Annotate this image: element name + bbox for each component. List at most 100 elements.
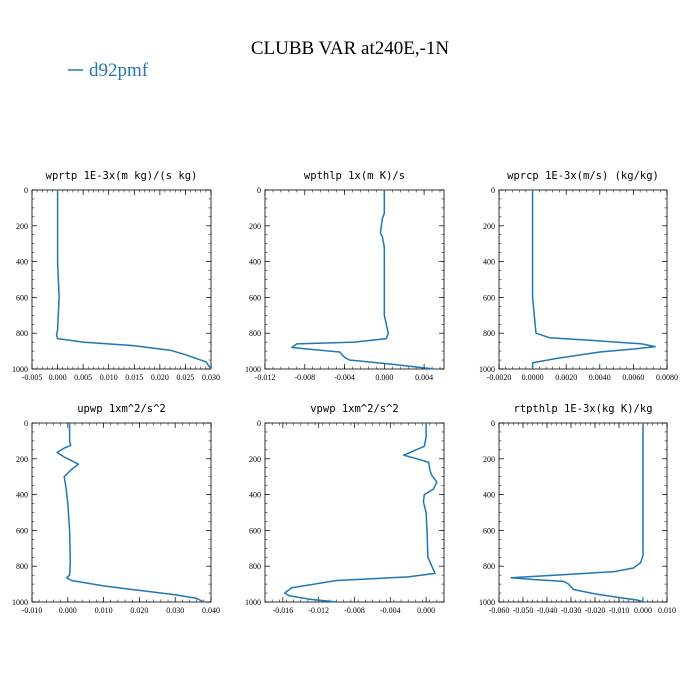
- series-line-d92pmf: [55, 190, 212, 370]
- x-tick-label: 0.000: [375, 373, 393, 382]
- x-tick-label: 0.000: [417, 606, 435, 615]
- y-tick-label: 1000: [245, 365, 261, 374]
- y-tick-label: 400: [249, 491, 261, 500]
- y-tick-label: 200: [16, 222, 28, 231]
- y-tick-label: 200: [249, 222, 261, 231]
- y-tick-label: 1000: [479, 365, 495, 374]
- series-line-d92pmf: [510, 423, 644, 603]
- x-tick-label: -0.005: [22, 373, 43, 382]
- x-tick-label: 0.0080: [656, 373, 678, 382]
- y-tick-label: 800: [483, 329, 495, 338]
- chart-panel-5: vpwp 1xm^2/s^2 -0.016 -0.012 -0.008 -0.004 0.…: [245, 403, 445, 615]
- y-tick-label: 600: [483, 526, 495, 535]
- x-tick-label: 0.020: [130, 606, 148, 615]
- chart-panel-1: wprtp 1E-3x(m kg)/(s kg) -0.005 0.000 0.005…: [12, 170, 220, 382]
- x-tick-label: -0.010: [22, 606, 43, 615]
- y-tick-label: 600: [483, 293, 495, 302]
- y-tick-label: 400: [483, 491, 495, 500]
- panel-title: wpthlp 1x(m K)/s: [304, 170, 405, 182]
- y-tick-label: 0: [257, 419, 261, 428]
- y-tick-label: 800: [249, 562, 261, 571]
- x-tick-label: -0.010: [609, 606, 630, 615]
- x-tick-label: -0.012: [255, 373, 276, 382]
- y-tick-label: 600: [249, 293, 261, 302]
- x-tick-label: -0.008: [294, 373, 315, 382]
- y-tick-label: 200: [483, 222, 495, 231]
- y-tick-label: 200: [483, 455, 495, 464]
- y-tick-label: 400: [249, 258, 261, 267]
- x-tick-label: 0.005: [74, 373, 92, 382]
- x-tick-label: 0.030: [202, 373, 220, 382]
- x-tick-label: -0.050: [513, 606, 534, 615]
- y-tick-label: 600: [16, 293, 28, 302]
- x-tick-label: 0.0060: [622, 373, 644, 382]
- x-tick-label: 0.0020: [555, 373, 577, 382]
- x-tick-label: 0.004: [415, 373, 433, 382]
- x-tick-label: 0.025: [176, 373, 194, 382]
- y-tick-label: 200: [16, 455, 28, 464]
- legend: d92pmf: [68, 60, 149, 81]
- x-tick-label: 0.000: [634, 606, 652, 615]
- chart-panel-4: upwp 1xm^2/s^2 -0.010 0.000 0.010 0.020 0.030…: [12, 403, 220, 615]
- y-tick-label: 1000: [12, 598, 28, 607]
- panel-title: wprcp 1E-3x(m/s) (kg/kg): [507, 170, 659, 182]
- y-tick-label: 800: [483, 562, 495, 571]
- chart-panel-2: wpthlp 1x(m K)/s -0.012 -0.008 -0.004 0.000 0…: [245, 170, 445, 382]
- x-tick-label: 0.0000: [522, 373, 544, 382]
- x-tick-label: -0.040: [537, 606, 558, 615]
- series-line-d92pmf: [291, 190, 435, 370]
- x-tick-label: 0.040: [202, 606, 220, 615]
- y-tick-label: 200: [249, 455, 261, 464]
- x-tick-label: -0.030: [561, 606, 582, 615]
- plot-frame: [498, 422, 668, 603]
- x-tick-label: -0.012: [308, 606, 329, 615]
- x-tick-label: -0.016: [273, 606, 294, 615]
- x-tick-label: 0.010: [95, 606, 113, 615]
- x-tick-label: 0.030: [166, 606, 184, 615]
- x-tick-label: 0.010: [658, 606, 676, 615]
- figure-title: CLUBB VAR at240E,-1N: [251, 38, 450, 59]
- y-tick-label: 1000: [245, 598, 261, 607]
- x-tick-label: -0.020: [585, 606, 606, 615]
- x-tick-label: 0.000: [59, 606, 77, 615]
- y-tick-label: 0: [24, 419, 28, 428]
- y-tick-label: 800: [16, 562, 28, 571]
- x-tick-label: 0.015: [125, 373, 143, 382]
- y-tick-label: 1000: [479, 598, 495, 607]
- panel-title: upwp 1xm^2/s^2: [77, 403, 166, 415]
- x-tick-label: 0.010: [100, 373, 118, 382]
- x-tick-label: -0.004: [380, 606, 401, 615]
- y-tick-label: 0: [24, 186, 28, 195]
- chart-panel-3: wprcp 1E-3x(m/s) (kg/kg) -0.0020 0.0000 0.0…: [479, 170, 678, 382]
- y-tick-label: 600: [16, 526, 28, 535]
- chart-panel-6: rtpthlp 1E-3x(kg K)/kg -0.060 -0.050 -0.040…: [479, 403, 676, 615]
- y-tick-label: 400: [483, 258, 495, 267]
- x-tick-label: -0.004: [334, 373, 355, 382]
- x-tick-label: 0.0040: [589, 373, 611, 382]
- panel-title: vpwp 1xm^2/s^2: [310, 403, 399, 415]
- x-tick-label: 0.020: [151, 373, 169, 382]
- y-tick-label: 0: [491, 186, 495, 195]
- x-tick-label: -0.0020: [487, 373, 512, 382]
- panel-grid: wprtp 1E-3x(m kg)/(s kg) -0.005 0.000 0.005…: [12, 170, 678, 615]
- panel-title: rtpthlp 1E-3x(kg K)/kg: [513, 403, 652, 415]
- series-line-d92pmf: [531, 190, 656, 369]
- x-tick-label: -0.008: [344, 606, 365, 615]
- panel-title: wprtp 1E-3x(m kg)/(s kg): [46, 170, 198, 182]
- y-tick-label: 1000: [12, 365, 28, 374]
- y-tick-label: 0: [257, 186, 261, 195]
- y-tick-label: 400: [16, 258, 28, 267]
- y-tick-label: 0: [491, 419, 495, 428]
- y-tick-label: 400: [16, 491, 28, 500]
- plot-frame: [31, 422, 212, 603]
- series-line-d92pmf: [283, 423, 438, 603]
- x-tick-label: -0.060: [489, 606, 510, 615]
- series-line-d92pmf: [56, 423, 205, 603]
- legend-label: d92pmf: [89, 60, 149, 81]
- y-tick-label: 800: [16, 329, 28, 338]
- plot-frame: [498, 189, 668, 370]
- y-tick-label: 800: [249, 329, 261, 338]
- x-tick-label: 0.000: [49, 373, 67, 382]
- y-tick-label: 600: [249, 526, 261, 535]
